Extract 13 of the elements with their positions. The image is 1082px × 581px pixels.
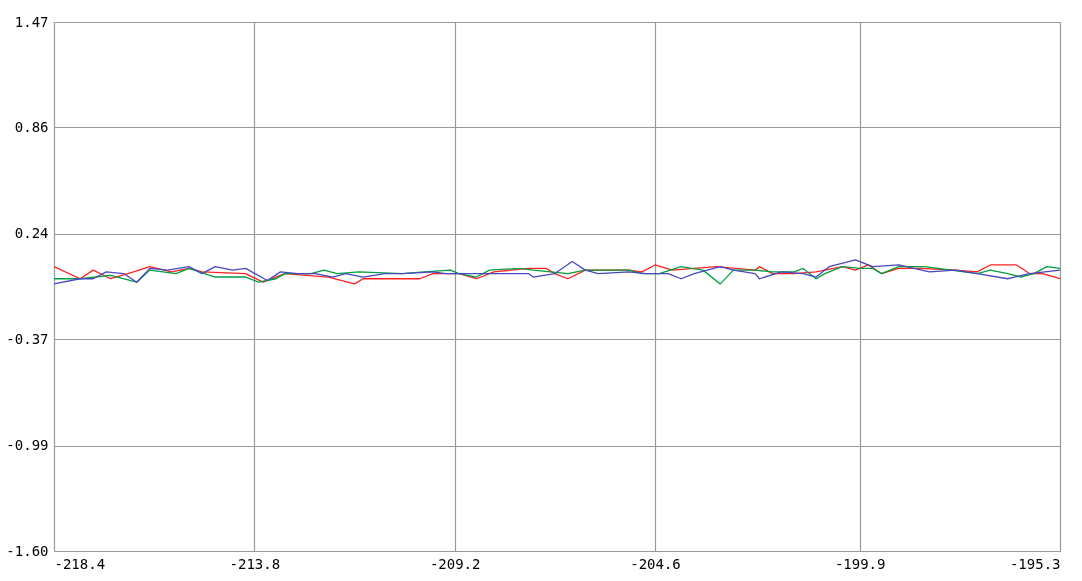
y-tick-label: -0.37 [6, 330, 49, 347]
y-tick-label: -1.60 [6, 542, 49, 559]
y-tick-label: 0.24 [14, 225, 49, 242]
y-tick-label: 1.47 [14, 13, 49, 30]
x-tick-label: -204.6 [630, 555, 681, 572]
y-tick-label: 0.86 [14, 118, 49, 135]
x-tick-label: -209.2 [429, 555, 481, 572]
x-tick-label: -213.8 [229, 555, 281, 572]
x-tick-label: -218.4 [54, 555, 106, 572]
x-tick-label: -195.3 [1009, 555, 1061, 572]
x-tick-label: -199.9 [834, 555, 886, 572]
line-series [53, 259, 1061, 285]
y-tick-label: -0.99 [6, 437, 49, 454]
